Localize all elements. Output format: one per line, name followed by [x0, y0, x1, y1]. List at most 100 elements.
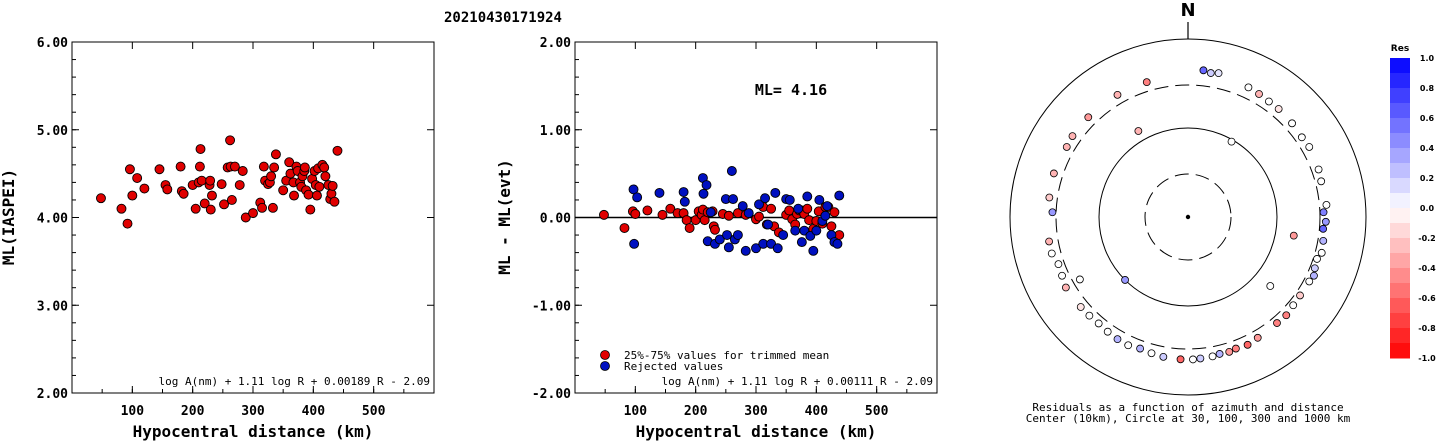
data-point	[154, 164, 165, 175]
residual-point	[1297, 133, 1306, 142]
data-point	[802, 191, 813, 202]
data-point	[219, 199, 229, 210]
residual-point	[1282, 311, 1291, 320]
residual-point	[1076, 303, 1085, 311]
x-tick-label: 300	[744, 404, 768, 419]
residual-point	[1085, 311, 1094, 320]
legend-label-rejected: Rejected values	[624, 360, 723, 373]
colorbar-cell	[1390, 178, 1410, 194]
residual-point	[1264, 97, 1273, 106]
data-point	[723, 210, 734, 221]
data-point	[732, 230, 743, 241]
data-point	[216, 179, 227, 190]
data-point	[240, 212, 251, 223]
x-tick-label: 500	[362, 404, 386, 419]
colorbar-cell	[1390, 253, 1410, 269]
x-tick-label: 200	[181, 404, 205, 419]
colorbar-cell	[1390, 163, 1410, 179]
data-point	[698, 188, 709, 199]
x-axis-label: Hypocentral distance (km)	[636, 422, 877, 441]
y-axis-label: ML(IASPEI)	[0, 169, 18, 265]
data-point	[229, 161, 240, 172]
y-tick-label: -1.00	[532, 299, 571, 314]
residual-point	[1084, 113, 1093, 122]
formula-annotation: log A(nm) + 1.11 log R + 0.00111 R - 2.0…	[661, 375, 933, 388]
panel-azimuth-residuals: N Residuals as a function of azimuth and…	[1009, 0, 1367, 425]
residual-point	[1313, 255, 1321, 263]
data-point	[205, 175, 216, 186]
residual-point	[1227, 137, 1236, 146]
data-point	[205, 204, 216, 215]
data-point	[778, 230, 789, 241]
circle-100km	[1098, 127, 1278, 307]
residual-point	[1314, 165, 1323, 174]
residual-point	[1134, 127, 1143, 135]
residual-point	[1061, 283, 1070, 292]
residual-point	[1274, 105, 1283, 113]
data-point	[714, 234, 725, 245]
data-point	[305, 204, 316, 215]
colorbar-cell	[1390, 103, 1410, 119]
data-point	[258, 161, 269, 172]
data-point	[284, 157, 295, 168]
residual-point	[1047, 249, 1056, 258]
data-point	[726, 166, 737, 176]
residual-point	[1243, 340, 1252, 349]
panel-ml-iaspei: 100 200 300 400 500 2.00 3.00 4.00 5.00 6.00 Hypo…	[0, 36, 435, 441]
x-tick-label: 200	[684, 404, 708, 419]
data-point	[705, 207, 716, 218]
colorbar: Res 1.0 0.8 0.6 0.4 0.2 0.0 -0.2 -0.4 -0.6 -0.8 -1…	[1390, 44, 1436, 363]
y-tick-label: 4.00	[37, 212, 68, 227]
residual-point	[1048, 208, 1057, 217]
data-point	[226, 194, 237, 205]
legend: 25%-75% values for trimmed mean Rejected…	[600, 349, 829, 373]
circle-30km	[1144, 173, 1232, 261]
residual-point	[1196, 354, 1205, 363]
colorbar-label: -0.2	[1418, 234, 1436, 243]
colorbar-label: 1.0	[1420, 54, 1435, 63]
y-tick-label: 2.00	[37, 387, 68, 402]
residual-point	[1062, 143, 1071, 151]
residual-point	[1159, 352, 1168, 361]
data-point	[289, 190, 299, 201]
data-point	[722, 230, 732, 241]
data-point	[832, 238, 843, 249]
scatter-points	[599, 166, 845, 256]
colorbar-cell	[1390, 313, 1410, 329]
y-tick-label: 6.00	[37, 36, 68, 51]
residual-point	[1124, 341, 1133, 350]
axis-ticks: 100 200 300 400 500 -2.00 -1.00 0.00 1.00 2.00	[532, 36, 937, 419]
legend-marker-rejected	[600, 361, 610, 371]
data-point	[270, 149, 281, 160]
data-point	[808, 245, 819, 256]
data-point	[237, 166, 248, 176]
data-point	[654, 187, 665, 198]
data-point	[710, 224, 720, 235]
y-tick-label: 2.00	[540, 36, 571, 51]
data-point	[632, 192, 643, 203]
data-point	[760, 193, 770, 204]
data-point	[225, 135, 236, 146]
residual-point	[1305, 143, 1314, 151]
residual-point	[1296, 291, 1304, 300]
colorbar-cell	[1390, 208, 1410, 224]
y-tick-label: 1.00	[540, 124, 571, 139]
residual-point	[1049, 169, 1058, 178]
data-point	[190, 203, 201, 214]
residual-point	[1317, 248, 1326, 257]
colorbar-cell	[1390, 118, 1410, 134]
data-point	[766, 203, 777, 214]
y-tick-label: 3.00	[37, 299, 68, 314]
colorbar-labels: 1.0 0.8 0.6 0.4 0.2 0.0 -0.2 -0.4 -0.6 -0.8 -1.0	[1418, 54, 1436, 363]
data-point	[814, 194, 825, 205]
colorbar-cell	[1390, 133, 1410, 149]
residual-point	[1058, 271, 1066, 280]
residual-point	[1322, 200, 1331, 209]
colorbar-label: -0.8	[1418, 324, 1436, 333]
legend-label-trimmed: 25%-75% values for trimmed mean	[624, 349, 829, 362]
residual-point	[1244, 83, 1253, 92]
axis-ticks: 100 200 300 400 500 2.00 3.00 4.00 5.00 6.00	[37, 36, 434, 419]
residual-point	[1319, 224, 1328, 233]
colorbar-cell	[1390, 88, 1410, 104]
colorbar-cell	[1390, 298, 1410, 314]
